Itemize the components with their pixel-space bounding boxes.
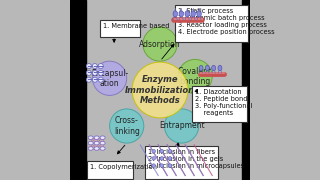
Text: −: − [92, 62, 98, 71]
Ellipse shape [100, 141, 105, 145]
FancyBboxPatch shape [87, 161, 133, 179]
Circle shape [86, 64, 92, 69]
Text: −: − [98, 75, 104, 84]
Text: Enzyme
Immobilization
Methods: Enzyme Immobilization Methods [125, 75, 195, 105]
Ellipse shape [100, 136, 105, 140]
Circle shape [98, 64, 103, 69]
Circle shape [152, 157, 156, 160]
FancyBboxPatch shape [100, 20, 140, 37]
Text: Cross-
linking: Cross- linking [114, 116, 140, 136]
Bar [242, 0, 250, 180]
Ellipse shape [197, 11, 201, 17]
Circle shape [98, 70, 103, 75]
Ellipse shape [212, 65, 216, 71]
Circle shape [160, 149, 164, 153]
Ellipse shape [218, 65, 222, 71]
Circle shape [160, 157, 164, 160]
Text: Entrapment: Entrapment [159, 122, 204, 130]
Circle shape [178, 59, 212, 94]
Text: Covalent
bonding: Covalent bonding [178, 67, 212, 86]
Text: −: − [98, 62, 104, 71]
Circle shape [92, 77, 97, 82]
Circle shape [92, 70, 97, 75]
Text: −: − [92, 75, 98, 84]
Circle shape [92, 61, 127, 95]
Text: Adsorption: Adsorption [139, 40, 181, 49]
Ellipse shape [100, 147, 105, 150]
FancyBboxPatch shape [175, 4, 248, 42]
Ellipse shape [173, 11, 178, 17]
Ellipse shape [191, 11, 196, 17]
Circle shape [92, 64, 97, 69]
Text: −: − [86, 75, 92, 84]
Text: 1. Copolymerization: 1. Copolymerization [90, 164, 157, 170]
Text: 1. Diazotation
2. Peptide bond
3. Poly-functional
    reagents: 1. Diazotation 2. Peptide bond 3. Poly-f… [195, 89, 252, 116]
Circle shape [168, 164, 172, 167]
Ellipse shape [199, 65, 203, 71]
Ellipse shape [94, 147, 99, 150]
Text: Encapsul-
ation: Encapsul- ation [91, 69, 128, 88]
Text: −: − [86, 62, 92, 71]
Text: −: − [86, 68, 92, 77]
Text: −: − [98, 68, 104, 77]
Circle shape [143, 27, 177, 61]
Ellipse shape [179, 11, 183, 17]
Ellipse shape [205, 65, 209, 71]
Circle shape [86, 70, 92, 75]
Ellipse shape [88, 141, 93, 145]
Ellipse shape [185, 11, 189, 17]
Circle shape [164, 109, 199, 143]
Circle shape [152, 164, 156, 167]
Ellipse shape [88, 136, 93, 140]
Text: 1. Membrane based: 1. Membrane based [103, 23, 169, 29]
Ellipse shape [94, 141, 99, 145]
Bar [70, 0, 86, 180]
Text: −: − [92, 68, 98, 77]
Circle shape [98, 77, 103, 82]
Circle shape [168, 157, 172, 160]
Ellipse shape [94, 136, 99, 140]
Ellipse shape [88, 147, 93, 150]
FancyBboxPatch shape [191, 86, 247, 122]
Text: 1. Static process
2. Dynamic batch process
3. Reactor loading process
4. Electro: 1. Static process 2. Dynamic batch proce… [178, 8, 275, 35]
Circle shape [152, 149, 156, 153]
FancyBboxPatch shape [145, 146, 218, 179]
Circle shape [86, 77, 92, 82]
Circle shape [160, 164, 164, 167]
Circle shape [168, 149, 172, 153]
Text: 1. Inclusion in fibers
2. Inclusion in the gels
3. Inclusion in microcapsules: 1. Inclusion in fibers 2. Inclusion in t… [148, 149, 244, 169]
Circle shape [132, 62, 188, 118]
Circle shape [110, 109, 144, 143]
